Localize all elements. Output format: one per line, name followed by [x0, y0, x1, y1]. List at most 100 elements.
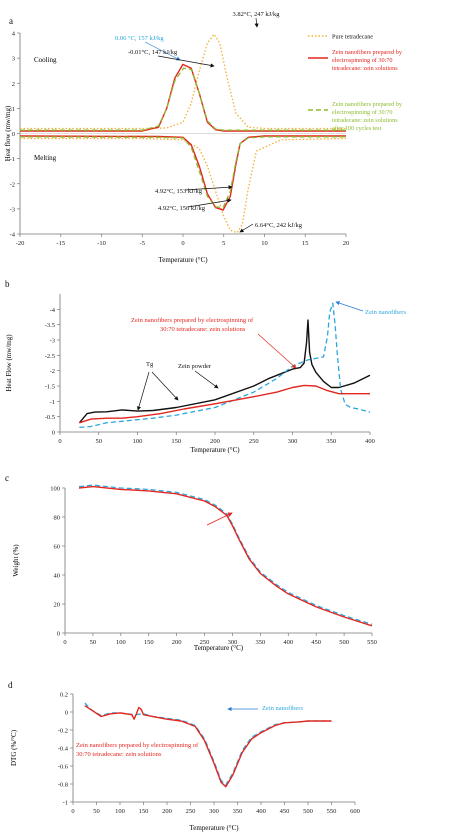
- annotation-4: 4.92°C, 156 kJ/kg: [158, 205, 206, 212]
- panel-label: d: [8, 680, 13, 690]
- x-tick-label: 500: [303, 808, 313, 815]
- annotation-0: 3.82°C, 247 kJ/kg: [232, 11, 280, 18]
- series-line-2: [20, 67, 346, 131]
- x-tick-label: 350: [255, 639, 265, 646]
- x-tick-label: 400: [283, 639, 293, 646]
- annotation-red-1: Zein nanofibers prepared by electrospinn…: [131, 317, 254, 324]
- region-label-cooling: Cooling: [34, 56, 57, 64]
- x-tick-label: 600: [350, 808, 360, 815]
- x-tick-label: -10: [97, 240, 106, 247]
- x-tick-label: 15: [302, 240, 309, 247]
- annotation-arrow-tg-1: [136, 371, 150, 411]
- y-axis-title: Heat flow (mw/mg): [4, 105, 12, 161]
- x-tick-label: 5: [222, 240, 225, 247]
- annotation-5: 6.64°C, 242 kJ/kg: [255, 222, 303, 229]
- x-axis-title: Temperature (°C): [189, 824, 239, 832]
- annotation-2: -0.01°C, 147 kJ/kg: [128, 49, 178, 56]
- y-tick-label: 4: [12, 31, 16, 38]
- panel-c: c 0 20 40 60 80 100 0 50 100 150 200 250 300 350 400 450…: [5, 473, 377, 652]
- x-axis-title: Temperature (°C): [158, 256, 208, 264]
- series-line-1: [79, 302, 371, 429]
- x-tick-label: 200: [172, 639, 182, 646]
- panel-b: b 0 -0.5 -1 -1.5 -2 -2.5 -3 -3.5 -4 0 50 100 150 200 25…: [5, 279, 406, 454]
- y-tick-label: -3: [10, 206, 15, 213]
- x-tick-label: -15: [56, 240, 65, 247]
- series-line-0: [78, 484, 373, 625]
- x-tick-label: 100: [133, 438, 143, 445]
- x-tick-label: 0: [71, 808, 74, 815]
- y-tick-label: 0: [65, 710, 68, 717]
- x-tick-label: -5: [140, 240, 145, 247]
- y-tick-label: -0.5: [45, 414, 55, 421]
- x-tick-label: 350: [326, 438, 336, 445]
- region-label-melting: Melting: [34, 154, 57, 162]
- x-tick-label: 300: [209, 808, 219, 815]
- x-tick-label: 400: [256, 808, 266, 815]
- annotation-arrow-red: [257, 333, 297, 369]
- y-tick-label: 0: [12, 131, 15, 138]
- x-axis-title: Temperature (°C): [194, 644, 244, 652]
- annotation-zein-powder: Zein powder: [178, 363, 212, 370]
- x-tick-label: 50: [96, 438, 103, 445]
- y-tick-label: -0.4: [58, 746, 69, 753]
- y-tick-label: -3: [50, 338, 55, 345]
- y-tick-label: -1: [50, 399, 55, 406]
- y-tick-label: -1: [10, 156, 15, 163]
- panel-label: a: [9, 16, 13, 26]
- y-tick-label: -2: [50, 368, 55, 375]
- series-line-1: [84, 705, 332, 788]
- annotation-zein-nanofibers: Zein nanofibers: [365, 309, 406, 316]
- x-tick-label: 250: [200, 639, 210, 646]
- annotation-arrow-2: [157, 55, 215, 68]
- y-tick-label: -0.2: [58, 728, 68, 735]
- y-tick-label: 0.2: [60, 692, 68, 699]
- y-tick-label: -1: [63, 800, 68, 807]
- annotation-arrow-3: [184, 185, 233, 191]
- annotation-3: 4.92°C, 153 kJ/kg: [155, 188, 203, 195]
- y-tick-label: -0.6: [58, 764, 69, 771]
- x-tick-label: 150: [171, 438, 181, 445]
- y-tick-label: 2: [12, 81, 15, 88]
- x-tick-label: 0: [181, 240, 184, 247]
- x-tick-label: 450: [280, 808, 290, 815]
- x-tick-label: 300: [288, 438, 298, 445]
- y-tick-label: 80: [54, 515, 61, 522]
- annotation-arrow-tg-2: [151, 371, 179, 401]
- x-tick-label: 550: [327, 808, 337, 815]
- annotation-red-1: Zein nanofibers prepared by electrospinn…: [76, 742, 199, 749]
- legend-label-0: Pure tetradecane: [332, 34, 373, 41]
- x-tick-label: 150: [139, 808, 149, 815]
- annotation-zein-nanofibers: Zein nanofibers: [262, 705, 303, 712]
- series-line-0: [20, 137, 347, 234]
- x-axis-title: Temperature (°C): [190, 446, 240, 454]
- legend-label-2: Zein nanofibers prepared by electrospinni…: [332, 101, 403, 132]
- x-tick-label: 350: [233, 808, 243, 815]
- x-tick-label: 250: [249, 438, 259, 445]
- series-line-1: [20, 63, 346, 132]
- y-tick-label: -3.5: [45, 322, 55, 329]
- panel-label: b: [5, 279, 10, 289]
- annotation-arrow-red: [206, 512, 233, 526]
- x-tick-label: 450: [311, 639, 321, 646]
- series-line-1: [78, 485, 373, 627]
- x-tick-label: 200: [162, 808, 172, 815]
- x-tick-label: 200: [210, 438, 220, 445]
- legend-label-1: Zein nanofibers prepared by electrospinni…: [332, 49, 403, 72]
- series-line-2: [79, 384, 370, 424]
- x-tick-label: 150: [144, 639, 154, 646]
- x-tick-label: 50: [90, 639, 97, 646]
- annotation-arrow-4: [187, 198, 232, 208]
- x-tick-label: 100: [115, 808, 125, 815]
- y-axis-title: Weight (%): [12, 544, 20, 577]
- annotation-tg: Tg: [146, 361, 154, 368]
- y-tick-label: -4: [10, 232, 16, 239]
- x-tick-label: 10: [261, 240, 268, 247]
- y-tick-label: -0.8: [58, 782, 68, 789]
- y-tick-label: -2: [10, 181, 15, 188]
- x-tick-label: 0: [63, 639, 66, 646]
- x-tick-label: 0: [58, 438, 61, 445]
- panel-d: d0.20-0.2-0.4-0.6-0.8-10 50 100 150 200 250 30…: [8, 680, 360, 832]
- x-tick-label: 400: [365, 438, 375, 445]
- y-axis-title: DTG (%/°C): [10, 729, 18, 766]
